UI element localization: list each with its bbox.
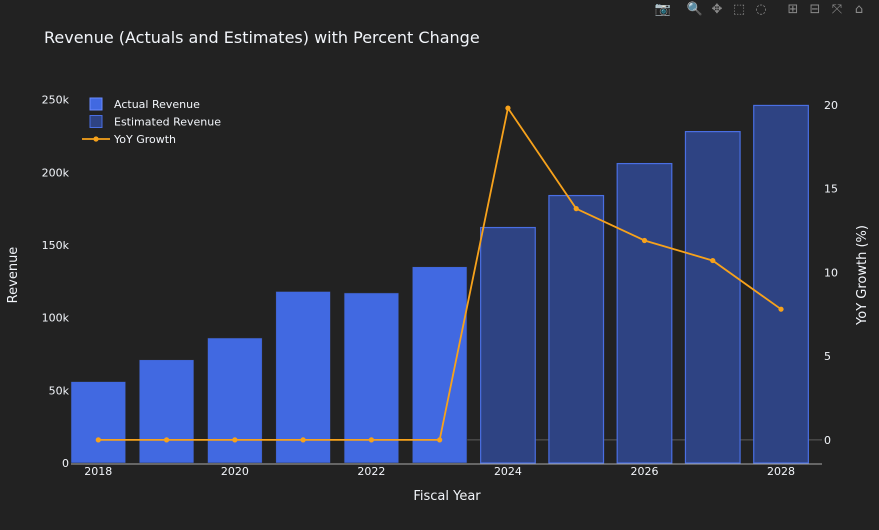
zoom-out-icon[interactable]: ⊟	[809, 2, 821, 17]
y2-tick-label: 10	[824, 266, 838, 279]
y2-tick-label: 0	[824, 434, 831, 447]
legend-label: Actual Revenue	[114, 98, 200, 111]
x-axis-label: Fiscal Year	[413, 489, 481, 504]
axes: 2018 2020 2022 2024 2026 2028 0 50k 100k 150k 200k…	[42, 94, 838, 478]
chart-title: Revenue (Actuals and Estimates) with Per…	[44, 28, 480, 47]
legend-swatch	[89, 97, 103, 111]
y-tick-label: 100k	[42, 312, 70, 325]
yoy-growth-point	[300, 437, 306, 443]
bar	[70, 381, 126, 464]
yoy-growth-point	[163, 437, 170, 443]
y-axis-label: Revenue	[6, 247, 21, 304]
box-select-icon[interactable]: ⬚	[732, 2, 746, 17]
bar	[412, 266, 468, 464]
yoy-growth-point	[232, 437, 238, 443]
y2-axis-label: YoY Growth (%)	[855, 225, 870, 326]
yoy-growth-point	[505, 105, 511, 111]
legend: Actual Revenue Estimated Revenue YoY Growt…	[82, 97, 221, 146]
line-series	[95, 105, 784, 443]
y2-tick-label: 15	[824, 183, 838, 196]
zoom-icon[interactable]: 🔍	[686, 2, 704, 17]
bar	[616, 162, 673, 464]
y-tick-label: 0	[62, 457, 69, 470]
x-tick-label: 2026	[630, 465, 658, 478]
x-tick-label: 2018	[84, 465, 112, 478]
yoy-growth-point	[95, 437, 101, 443]
x-tick-label: 2024	[494, 465, 522, 478]
yoy-growth-point	[368, 437, 374, 443]
reset-axes-icon[interactable]: ⌂	[854, 2, 864, 17]
yoy-growth-point	[437, 437, 443, 443]
x-tick-label: 2022	[357, 465, 385, 478]
yoy-growth-point	[573, 206, 579, 212]
y-tick-label: 50k	[49, 384, 70, 397]
legend-label: Estimated Revenue	[114, 116, 221, 129]
bar	[753, 104, 809, 464]
bar	[207, 337, 263, 464]
yoy-growth-point	[778, 306, 784, 312]
zoom-in-icon[interactable]: ⊞	[787, 2, 799, 17]
bar	[480, 226, 536, 464]
bar	[275, 291, 331, 464]
legend-swatch	[89, 115, 103, 128]
yoy-growth-point	[710, 257, 716, 264]
legend-label: YoY Growth	[113, 133, 176, 146]
y2-tick-label: 20	[824, 99, 838, 112]
legend-line-marker	[93, 136, 99, 142]
bar	[548, 194, 605, 464]
lasso-select-icon[interactable]: ◌	[755, 2, 767, 17]
y-tick-label: 150k	[42, 239, 70, 252]
bars	[70, 104, 809, 464]
x-tick-label: 2028	[767, 465, 795, 478]
camera-icon[interactable]: 📷	[654, 2, 672, 17]
bar	[684, 131, 741, 464]
bar	[139, 359, 195, 464]
y-tick-label: 250k	[42, 94, 70, 107]
bar	[343, 292, 399, 464]
modebar: 📷 🔍 ✥ ⬚ ◌ ⊞ ⊟ ⤧ ⌂	[653, 0, 869, 20]
pan-icon[interactable]: ✥	[711, 2, 723, 17]
x-tick-label: 2020	[221, 465, 249, 478]
y-tick-label: 200k	[42, 166, 70, 179]
yoy-growth-point	[641, 237, 648, 244]
autoscale-icon[interactable]: ⤧	[831, 2, 843, 17]
y2-tick-label: 5	[824, 350, 831, 363]
